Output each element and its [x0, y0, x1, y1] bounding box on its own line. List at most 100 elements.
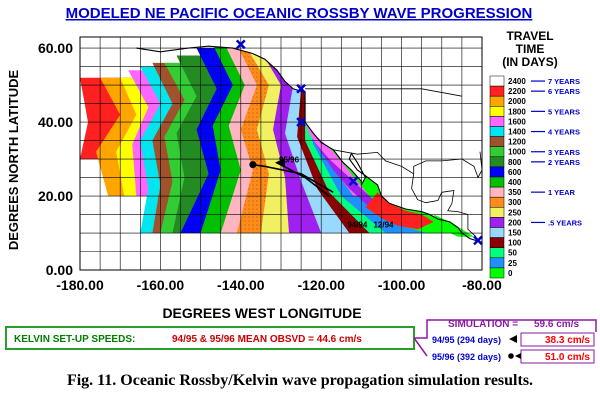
legend-label-0: 0	[508, 269, 513, 278]
legend-swatch-150	[489, 227, 505, 238]
band-annotation-1: 12/94	[373, 220, 394, 229]
coast-marker-3	[348, 176, 359, 187]
x-tick-label: -80.00	[462, 277, 502, 293]
land-mass	[136, 37, 482, 243]
x-tick-label: -160.00	[137, 277, 185, 293]
legend-label-1800: 1800	[508, 107, 526, 116]
legend-swatch-1200	[489, 136, 505, 147]
band-annotation-2: 95/96	[279, 156, 300, 165]
legend-swatch-300	[489, 196, 505, 208]
simulation-row-label: 94/95 (294 days)	[432, 335, 501, 345]
simulation-row-arrow	[515, 353, 521, 359]
coast-marker-1	[296, 83, 306, 94]
x-tick-label: -120.00	[297, 277, 345, 293]
legend-label-250: 250	[508, 208, 522, 217]
x-axis-label: DEGREES WEST LONGITUDE	[162, 305, 361, 321]
plot-grid	[79, 37, 483, 271]
simulation-connector	[414, 319, 597, 339]
band-annotation-0: 94/94	[347, 220, 368, 229]
legend-swatch-1000	[489, 146, 505, 158]
coast-marker-4	[473, 235, 483, 246]
track-end-dot	[249, 161, 257, 169]
coastline-path	[136, 45, 482, 243]
legend-label-1400: 1400	[508, 128, 526, 137]
legend-swatch-2200	[489, 85, 505, 97]
simulation-rows: 94/95 (294 days) 38.3 cm/s 95/96 (392 days…	[432, 332, 595, 364]
legend-swatch-1400	[489, 126, 505, 137]
legend-title-line: TIME	[516, 42, 545, 56]
legend-swatch-25	[489, 257, 505, 269]
x-tick-label: -100.00	[378, 277, 426, 293]
x-axis-ticks: -180.00 -160.00 -140.00 -120.00 -100.00 -80.0…	[56, 277, 502, 293]
legend-label-300: 300	[508, 198, 522, 207]
y-tick-label: 40.00	[38, 114, 73, 130]
legend-swatch-2400	[489, 75, 505, 87]
legend-title-line: TRAVEL	[506, 29, 553, 43]
legend-swatch-2000	[489, 95, 505, 107]
legend-label-2000: 2000	[508, 97, 526, 106]
simulation-label: SIMULATION =	[448, 319, 518, 330]
year-mark-label: 7 YEARS	[548, 77, 580, 86]
legend-label-150: 150	[508, 229, 522, 238]
legend-label-600: 600	[508, 168, 522, 177]
simulation-row-label: 95/96 (392 days)	[432, 352, 501, 362]
land-fill	[136, 37, 482, 243]
legend-swatch-100	[489, 237, 505, 248]
year-mark-label: .5 YEARS	[548, 218, 582, 227]
simulation-row-value: 38.3 cm/s	[545, 335, 590, 346]
simulation-row-value: 51.0 cm/s	[545, 352, 590, 363]
legend-swatch-400	[489, 176, 505, 188]
legend-label-400: 400	[508, 178, 522, 187]
mexico-border-line	[333, 149, 414, 175]
track-end-arrow	[274, 157, 285, 168]
legend-label-350: 350	[508, 188, 522, 197]
y-tick-label: 60.00	[38, 40, 73, 56]
year-mark-label: 4 YEARS	[548, 128, 580, 137]
y-axis-ticks: 0.00 20.00 40.00 60.00	[38, 40, 73, 278]
plot-frame	[79, 36, 483, 271]
y-tick-label: 20.00	[38, 188, 73, 204]
legend-label-1000: 1000	[508, 148, 526, 157]
x-tick-label: -140.00	[217, 277, 265, 293]
kelvin-value: 94/95 & 95/96 MEAN OBSVD = 44.6 cm/s	[172, 334, 362, 345]
legend-label-1200: 1200	[508, 138, 526, 147]
legend-swatch-50	[489, 247, 505, 259]
year-mark-label: 5 YEARS	[548, 107, 580, 116]
legend-swatch-1600	[489, 116, 505, 127]
chart-title: MODELED NE PACIFIC OCEANIC ROSSBY WAVE P…	[66, 5, 533, 22]
coast-marker-0	[235, 39, 246, 50]
y-axis-label: DEGREES NORTH LATITUDE	[6, 70, 21, 251]
legend-swatch-200	[489, 217, 505, 228]
legend-swatch-0	[489, 267, 505, 279]
legend-title-line: (IN DAYS)	[502, 55, 558, 69]
caribbean-coast-line	[411, 173, 477, 237]
legend-swatch-350	[489, 186, 505, 198]
legend-label-2400: 2400	[508, 77, 526, 86]
border-line	[305, 88, 462, 97]
band-texture-9	[180, 44, 233, 234]
coast-marker-2	[296, 117, 306, 127]
legend-swatch-1800	[489, 106, 505, 117]
coastline	[136, 45, 482, 243]
legend-label-200: 200	[508, 218, 522, 227]
simulation-row-arrow	[509, 335, 517, 343]
gulf-coast-line	[413, 151, 482, 179]
track-94/95	[276, 161, 330, 197]
legend-label-1600: 1600	[508, 117, 526, 126]
year-mark-label: 1 YEAR	[548, 188, 576, 197]
legend-label-100: 100	[508, 239, 522, 248]
band-annotations: 94/94 12/94 95/96	[279, 156, 394, 230]
wave-tracks	[249, 157, 334, 197]
year-mark-label: 6 YEARS	[548, 87, 580, 96]
simulation-value: 59.6 cm/s	[534, 319, 579, 330]
y-tick-label: 0.00	[46, 262, 73, 278]
legend-label-25: 25	[508, 259, 517, 268]
legend-swatch-600	[489, 166, 505, 178]
simulation-row-box	[520, 332, 595, 347]
figure-caption: Fig. 11. Oceanic Rossby/Kelvin wave prop…	[66, 372, 534, 389]
simulation-row-dot	[508, 353, 514, 359]
year-mark-label: 2 YEARS	[548, 158, 580, 167]
track-95/96	[252, 163, 334, 193]
